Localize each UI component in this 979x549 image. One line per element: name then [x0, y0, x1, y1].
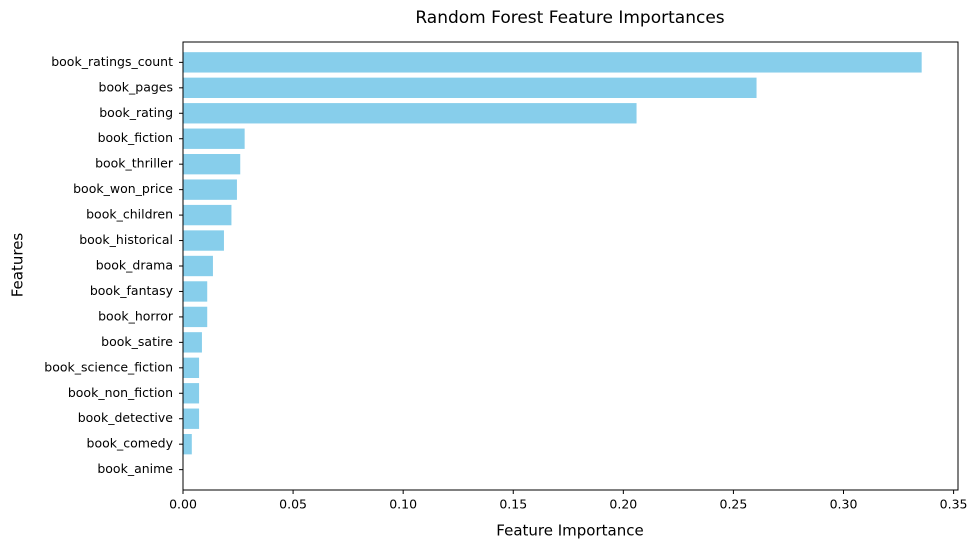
bar — [183, 77, 757, 98]
bar — [183, 204, 232, 226]
y-tick-label: book_children — [86, 207, 173, 222]
x-tick-label: 0.30 — [830, 497, 858, 512]
x-tick-label: 0.00 — [169, 497, 197, 512]
y-tick-label: book_science_fiction — [44, 359, 173, 374]
y-tick-label: book_rating — [99, 105, 173, 120]
bar — [183, 408, 200, 429]
x-axis-label: Feature Importance — [496, 522, 643, 540]
y-tick-label: book_drama — [96, 258, 173, 273]
bar — [183, 154, 241, 175]
y-tick-label: book_detective — [78, 410, 174, 425]
x-tick-label: 0.25 — [720, 497, 748, 512]
bar — [183, 383, 200, 404]
bar — [183, 52, 922, 73]
bar — [183, 103, 637, 124]
y-tick-label: book_thriller — [95, 156, 174, 171]
y-tick-label: book_fantasy — [90, 283, 174, 298]
bar — [183, 332, 202, 353]
plot-frame — [182, 41, 959, 491]
x-tick-label: 0.15 — [499, 497, 527, 512]
bar — [183, 255, 213, 277]
x-tick-label: 0.20 — [609, 497, 637, 512]
bar — [183, 357, 200, 378]
bar — [183, 306, 208, 328]
y-tick-label: book_ratings_count — [51, 54, 173, 69]
x-tick-label: 0.35 — [940, 497, 968, 512]
y-tick-label: book_non_fiction — [68, 385, 173, 400]
bar — [183, 179, 237, 200]
y-tick-label: book_comedy — [87, 436, 174, 451]
bar — [183, 434, 192, 455]
bar — [183, 230, 224, 251]
chart-title: Random Forest Feature Importances — [415, 8, 724, 28]
bar — [183, 281, 208, 302]
y-tick-label: book_won_price — [73, 181, 173, 196]
y-tick-label: book_fiction — [98, 130, 173, 145]
x-tick-label: 0.05 — [279, 497, 307, 512]
y-axis-label: Features — [9, 233, 27, 298]
x-tick-label: 0.10 — [389, 497, 417, 512]
y-tick-label: book_horror — [98, 308, 174, 323]
y-tick-label: book_historical — [79, 232, 173, 247]
y-tick-label: book_anime — [97, 461, 173, 476]
y-tick-label: book_pages — [99, 79, 173, 94]
y-tick-label: book_satire — [101, 334, 173, 349]
bar — [183, 128, 245, 149]
